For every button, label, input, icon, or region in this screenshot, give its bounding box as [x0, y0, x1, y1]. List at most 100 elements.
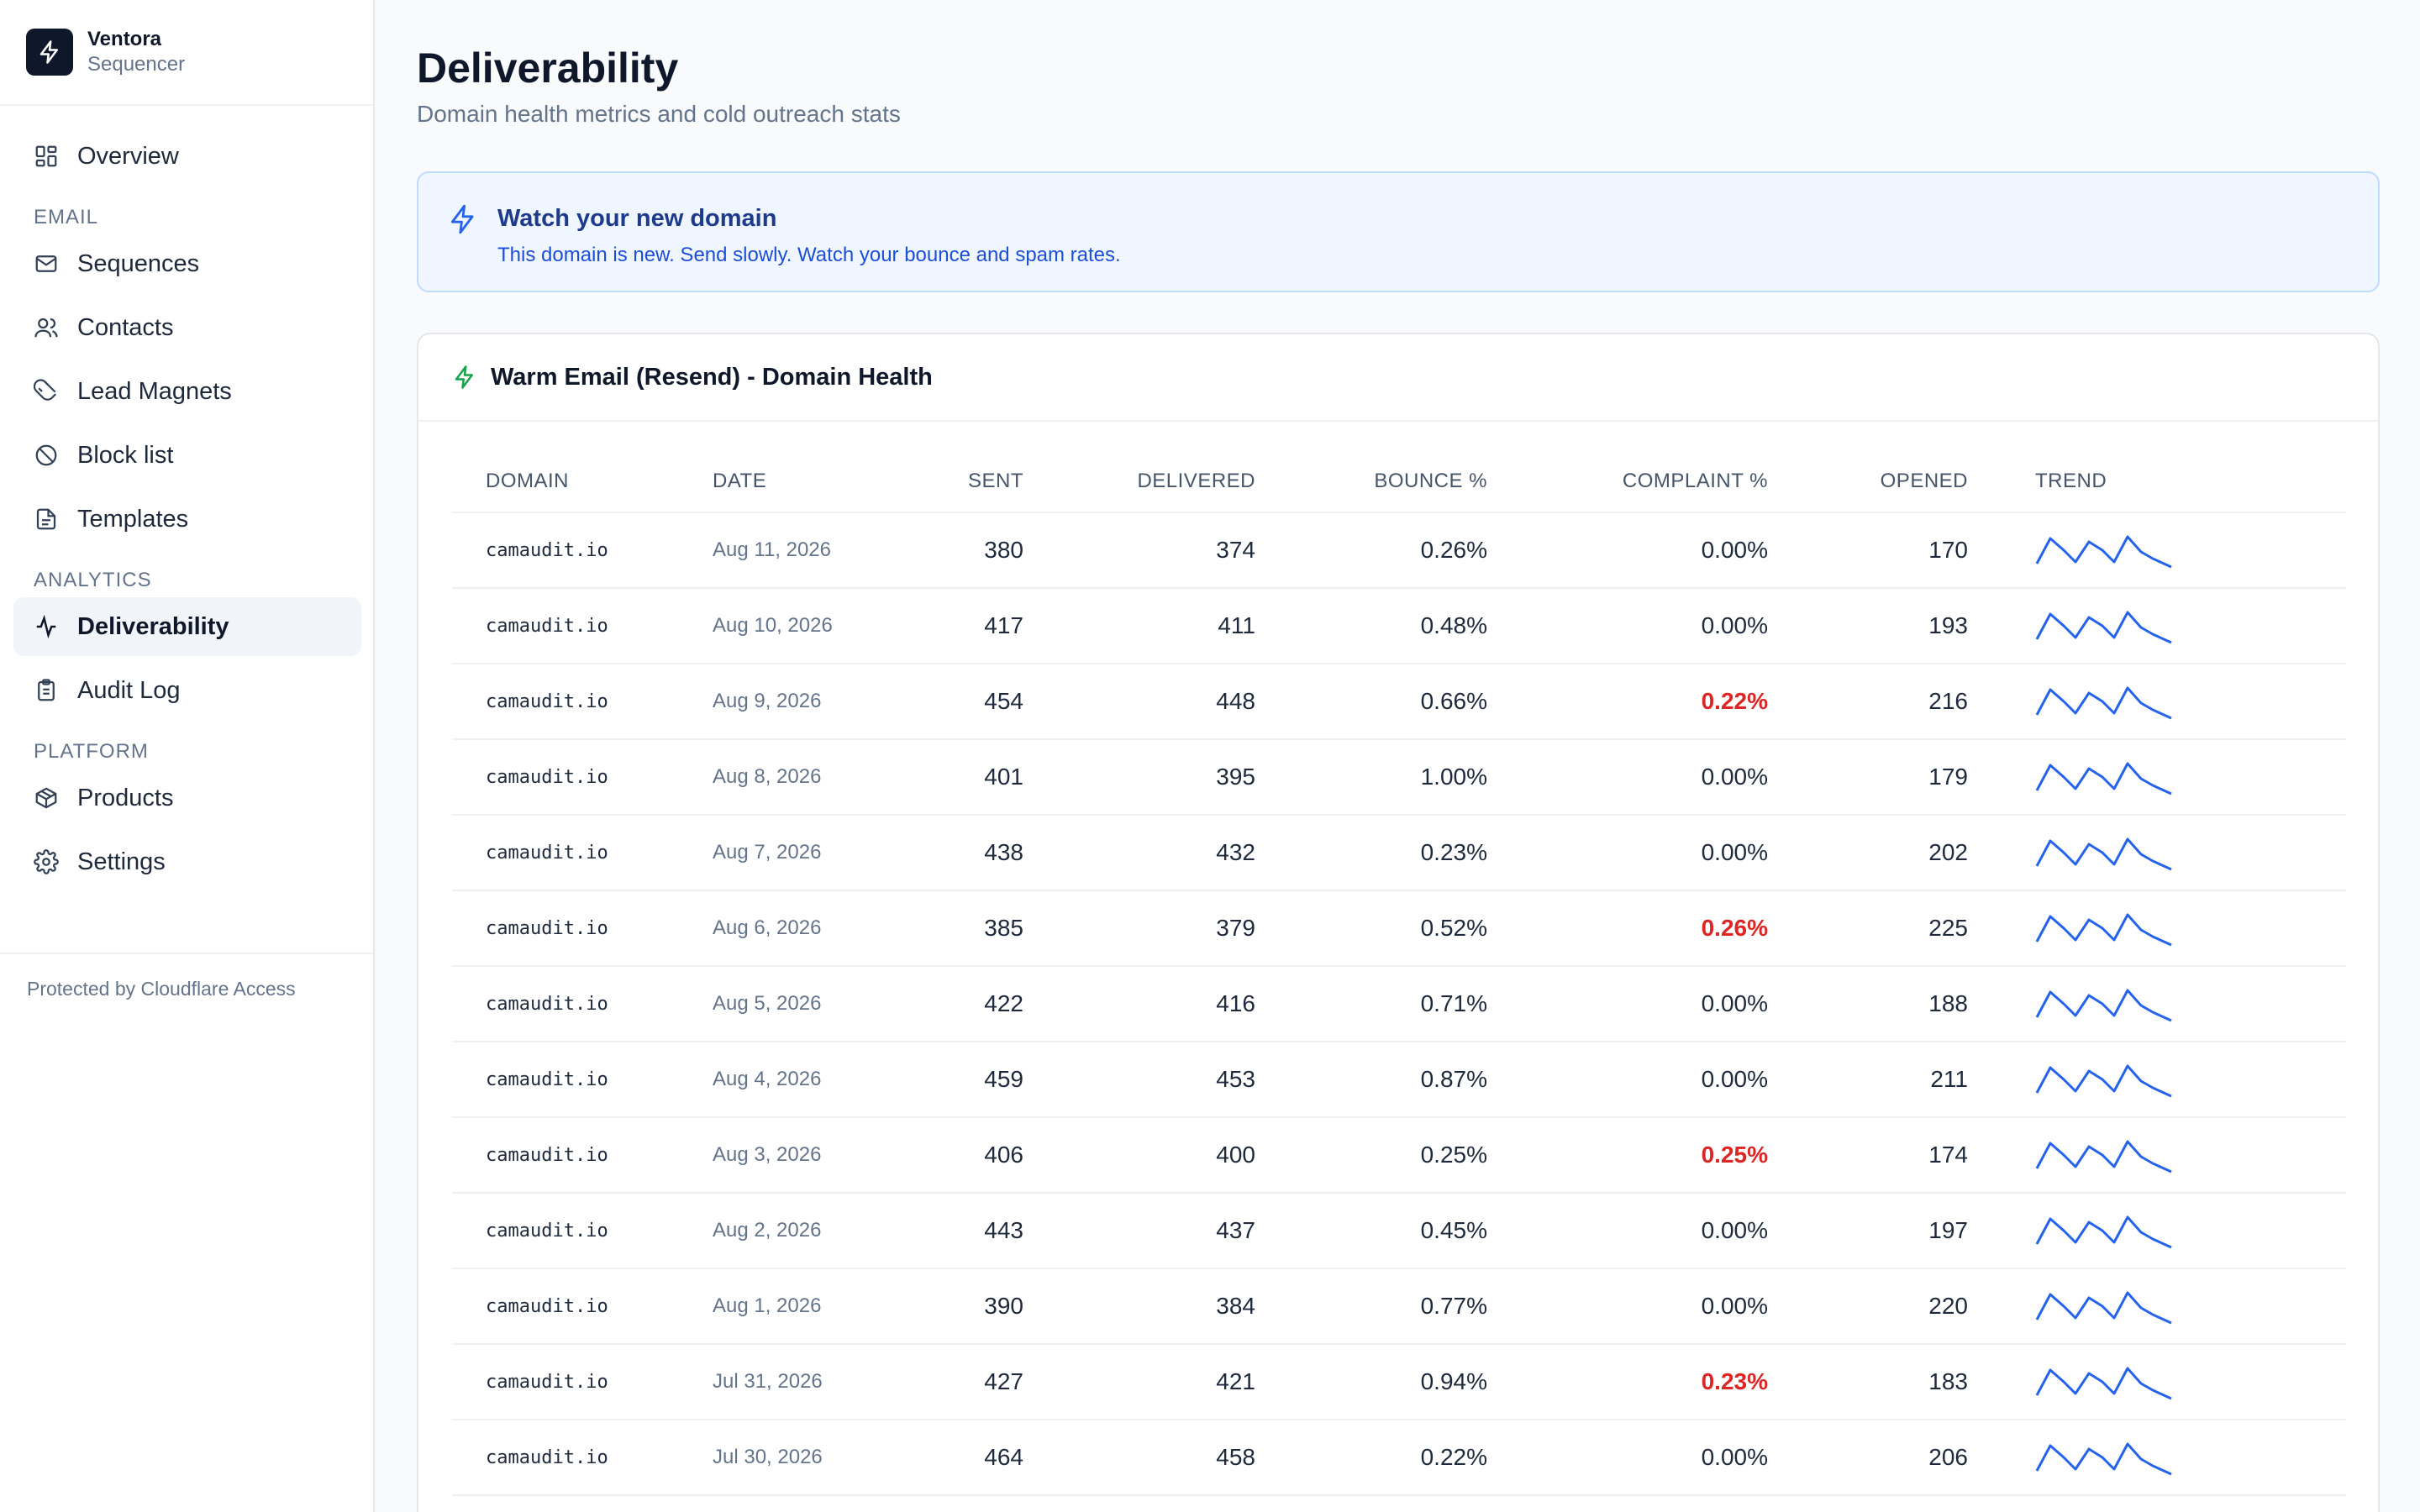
sidebar-item-label: Products [77, 784, 174, 811]
trend-sparkline [2035, 1442, 2172, 1476]
cell-delivered: 453 [1023, 1042, 1255, 1118]
column-header-sent[interactable]: SENT [906, 450, 1023, 513]
cell-complaint: 0.00% [1487, 512, 1768, 589]
cell-opened: 179 [1768, 739, 1968, 816]
column-header-delivered[interactable]: DELIVERED [1023, 450, 1255, 513]
cell-date: Aug 6, 2026 [713, 890, 906, 967]
cell-trend [1968, 1344, 2346, 1420]
sidebar-item-label: Overview [77, 142, 179, 170]
table-row[interactable]: camaudit.io Aug 10, 2026 417 411 0.48% 0.00% 1… [452, 588, 2346, 664]
cell-trend [1968, 739, 2346, 816]
sidebar-item-deliverability[interactable]: Deliverability [13, 597, 361, 656]
table-row[interactable]: camaudit.io Jul 30, 2026 464 458 0.22% 0.00% 2… [452, 1420, 2346, 1496]
table-row[interactable]: camaudit.io Aug 11, 2026 380 374 0.26% 0.00% 1… [452, 512, 2346, 589]
sidebar-item-products[interactable]: Products [13, 769, 361, 827]
bolt-icon [447, 203, 479, 235]
cell-bounce: 0.94% [1255, 1344, 1487, 1420]
cell-domain: camaudit.io [452, 664, 713, 740]
cell-trend [1968, 966, 2346, 1042]
cell-complaint: 0.22% [1487, 664, 1768, 740]
card-title: Warm Email (Resend) - Domain Health [491, 363, 933, 391]
nav-list: Overview EMAIL Sequences Contacts Lead M… [13, 127, 361, 896]
brand-subtitle: Sequencer [87, 53, 186, 76]
cell-sent: 390 [906, 1268, 1023, 1345]
sidebar-item-settings[interactable]: Settings [13, 832, 361, 891]
table-row[interactable]: camaudit.io Aug 8, 2026 401 395 1.00% 0.00% 17… [452, 739, 2346, 816]
brand[interactable]: Ventora Sequencer [0, 0, 373, 106]
table-row[interactable]: camaudit.io Aug 5, 2026 422 416 0.71% 0.00% 18… [452, 966, 2346, 1042]
cell-opened: 193 [1768, 588, 1968, 664]
cell-sent: 427 [906, 1344, 1023, 1420]
cell-sent: 422 [906, 966, 1023, 1042]
notice-text: This domain is new. Send slowly. Watch y… [497, 244, 1121, 266]
cell-trend [1968, 890, 2346, 967]
cell-domain: camaudit.io [452, 966, 713, 1042]
cell-delivered: 374 [1023, 512, 1255, 589]
cell-trend [1968, 1117, 2346, 1194]
sidebar-item-block-list[interactable]: Block list [13, 426, 361, 485]
sidebar-item-sequences[interactable]: Sequences [13, 234, 361, 293]
cell-domain: camaudit.io [452, 1193, 713, 1269]
sidebar-item-overview[interactable]: Overview [13, 127, 361, 186]
table-row[interactable]: camaudit.io Aug 9, 2026 454 448 0.66% 0.22% 21… [452, 664, 2346, 740]
cell-date: Aug 4, 2026 [713, 1042, 906, 1118]
column-header-date[interactable]: DATE [713, 450, 906, 513]
table-row[interactable]: camaudit.io Aug 4, 2026 459 453 0.87% 0.00% 21… [452, 1042, 2346, 1118]
cell-complaint: 0.25% [1487, 1117, 1768, 1194]
column-header-opened[interactable]: OPENED [1768, 450, 1968, 513]
column-header-domain[interactable]: DOMAIN [452, 450, 713, 513]
table-row[interactable]: camaudit.io Aug 1, 2026 390 384 0.77% 0.00% 22… [452, 1268, 2346, 1345]
cell-sent: 454 [906, 664, 1023, 740]
domain-health-card: Warm Email (Resend) - Domain Health DOMA… [417, 333, 2380, 1512]
cell-complaint: 0.00% [1487, 815, 1768, 891]
cell-delivered: 458 [1023, 1420, 1255, 1496]
cell-complaint: 0.00% [1487, 739, 1768, 816]
trend-sparkline [2035, 611, 2172, 644]
cell-domain: camaudit.io [452, 1042, 713, 1118]
cell-trend [1968, 1042, 2346, 1118]
cell-bounce: 0.25% [1255, 1117, 1487, 1194]
sidebar-item-lead-magnets[interactable]: Lead Magnets [13, 362, 361, 421]
cell-domain: camaudit.io [452, 1268, 713, 1345]
sidebar-item-templates[interactable]: Templates [13, 490, 361, 549]
cell-delivered: 421 [1023, 1344, 1255, 1420]
grid-icon [34, 144, 59, 169]
table-row[interactable]: camaudit.io Jul 31, 2026 427 421 0.94% 0.23% 1… [452, 1344, 2346, 1420]
cell-bounce: 0.23% [1255, 815, 1487, 891]
cell-date: Aug 3, 2026 [713, 1117, 906, 1194]
cell-delivered: 448 [1023, 664, 1255, 740]
trend-sparkline [2035, 1140, 2172, 1173]
sidebar-item-contacts[interactable]: Contacts [13, 298, 361, 357]
cell-domain: camaudit.io [452, 512, 713, 589]
cell-complaint: 0.00% [1487, 966, 1768, 1042]
table-body: camaudit.io Aug 11, 2026 380 374 0.26% 0.00% 1… [452, 512, 2346, 1496]
brand-name: Ventora [87, 28, 162, 50]
page-subtitle: Domain health metrics and cold outreach … [417, 101, 901, 127]
table-row[interactable]: camaudit.io Aug 7, 2026 438 432 0.23% 0.00% 20… [452, 815, 2346, 891]
table-header-row: DOMAIN DATE SENT DELIVERED BOUNCE % COMP… [452, 450, 2346, 513]
trend-sparkline [2035, 535, 2172, 569]
trend-sparkline [2035, 1215, 2172, 1249]
cell-sent: 438 [906, 815, 1023, 891]
sidebar-item-label: Settings [77, 848, 166, 875]
sparkline-path [2035, 762, 2172, 795]
cell-bounce: 0.87% [1255, 1042, 1487, 1118]
cell-delivered: 411 [1023, 588, 1255, 664]
table-row[interactable]: camaudit.io Aug 3, 2026 406 400 0.25% 0.25% 17… [452, 1117, 2346, 1194]
sidebar-item-audit-log[interactable]: Audit Log [13, 661, 361, 720]
table-row[interactable]: camaudit.io Aug 6, 2026 385 379 0.52% 0.26% 22… [452, 890, 2346, 967]
cell-delivered: 432 [1023, 815, 1255, 891]
cell-domain: camaudit.io [452, 1420, 713, 1496]
cell-opened: 202 [1768, 815, 1968, 891]
column-header-complaint[interactable]: COMPLAINT % [1487, 450, 1768, 513]
magnet-icon [34, 379, 59, 404]
cell-trend [1968, 1420, 2346, 1496]
cell-opened: 174 [1768, 1117, 1968, 1194]
cell-complaint: 0.00% [1487, 1268, 1768, 1345]
cell-domain: camaudit.io [452, 588, 713, 664]
cell-date: Aug 7, 2026 [713, 815, 906, 891]
column-header-bounce[interactable]: BOUNCE % [1255, 450, 1487, 513]
trend-sparkline [2035, 913, 2172, 947]
table-row[interactable]: camaudit.io Aug 2, 2026 443 437 0.45% 0.00% 19… [452, 1193, 2346, 1269]
cell-bounce: 0.66% [1255, 664, 1487, 740]
